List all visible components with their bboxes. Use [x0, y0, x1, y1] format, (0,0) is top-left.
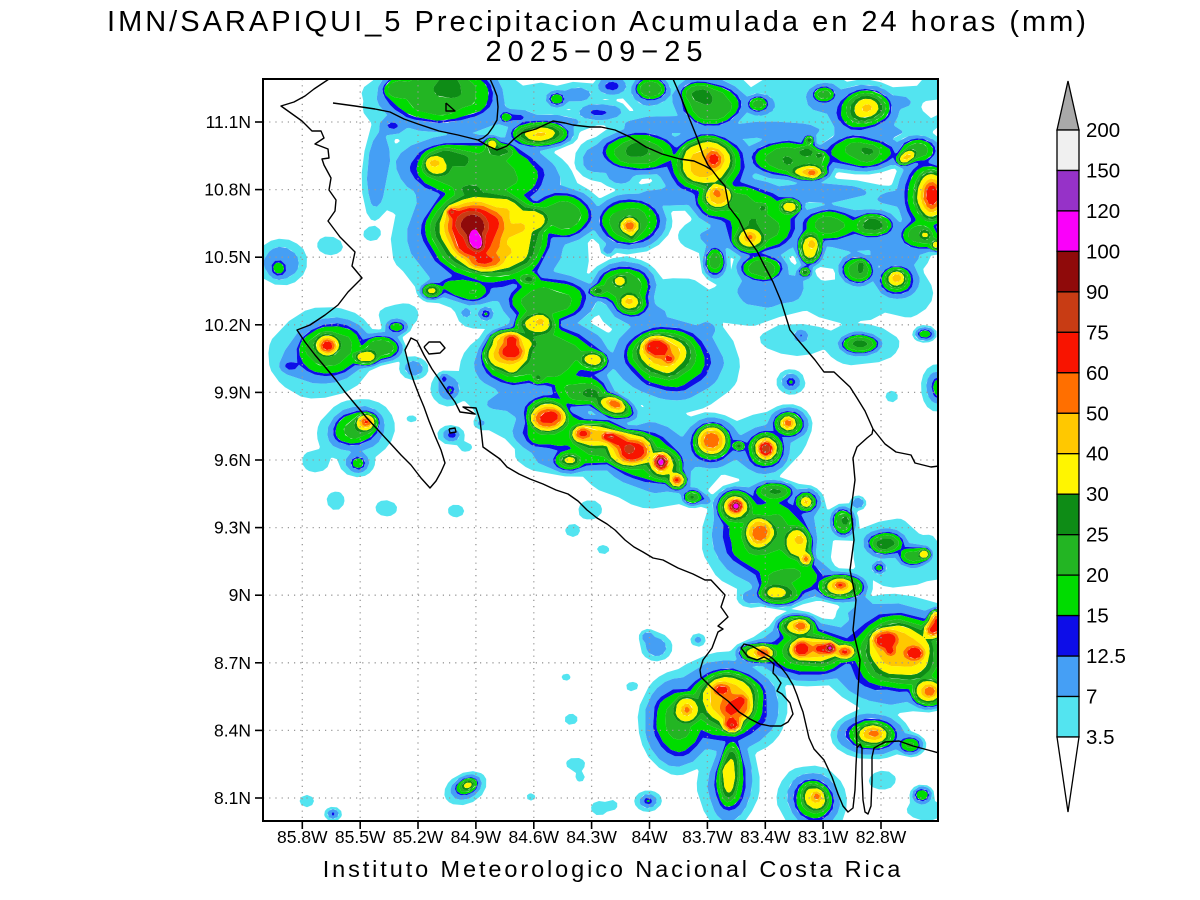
svg-text:84.6W: 84.6W: [509, 827, 560, 847]
svg-text:8.4N: 8.4N: [214, 720, 251, 740]
svg-text:85.8W: 85.8W: [277, 827, 328, 847]
svg-text:83.1W: 83.1W: [798, 827, 849, 847]
svg-text:10.8N: 10.8N: [204, 180, 251, 200]
svg-text:84W: 84W: [632, 827, 668, 847]
svg-text:50: 50: [1086, 402, 1109, 425]
svg-text:200: 200: [1086, 119, 1120, 142]
svg-text:3.5: 3.5: [1086, 726, 1115, 749]
svg-text:12.5: 12.5: [1086, 645, 1126, 668]
svg-text:85.2W: 85.2W: [393, 827, 444, 847]
svg-text:75: 75: [1086, 321, 1109, 344]
svg-text:9.6N: 9.6N: [214, 450, 251, 470]
svg-text:9N: 9N: [229, 585, 251, 605]
svg-text:90: 90: [1086, 281, 1109, 304]
svg-text:150: 150: [1086, 160, 1120, 183]
svg-text:8.1N: 8.1N: [214, 788, 251, 808]
svg-text:30: 30: [1086, 483, 1109, 506]
svg-text:9.3N: 9.3N: [214, 518, 251, 538]
svg-text:83.7W: 83.7W: [682, 827, 733, 847]
svg-text:60: 60: [1086, 362, 1109, 385]
svg-text:11.1N: 11.1N: [206, 112, 251, 132]
svg-text:7: 7: [1086, 686, 1097, 709]
svg-text:9.9N: 9.9N: [214, 382, 251, 402]
svg-text:2025−09−25: 2025−09−25: [486, 36, 709, 68]
svg-text:25: 25: [1086, 524, 1109, 547]
svg-text:85.5W: 85.5W: [335, 827, 386, 847]
svg-text:20: 20: [1086, 564, 1109, 587]
svg-text:82.8W: 82.8W: [856, 827, 907, 847]
svg-text:120: 120: [1086, 200, 1120, 223]
svg-text:100: 100: [1086, 240, 1120, 263]
svg-text:84.9W: 84.9W: [451, 827, 502, 847]
svg-text:Instituto Meteorologico Nacion: Instituto Meteorologico Nacional Costa R…: [323, 856, 904, 882]
svg-text:10.2N: 10.2N: [204, 315, 251, 335]
svg-text:IMN/SARAPIQUI_5 Precipitacion: IMN/SARAPIQUI_5 Precipitacion Acumulada …: [107, 6, 1089, 38]
svg-text:15: 15: [1086, 605, 1109, 628]
svg-text:10.5N: 10.5N: [204, 247, 251, 267]
svg-text:40: 40: [1086, 443, 1109, 466]
svg-text:83.4W: 83.4W: [740, 827, 791, 847]
svg-text:8.7N: 8.7N: [214, 653, 251, 673]
svg-text:84.3W: 84.3W: [566, 827, 617, 847]
